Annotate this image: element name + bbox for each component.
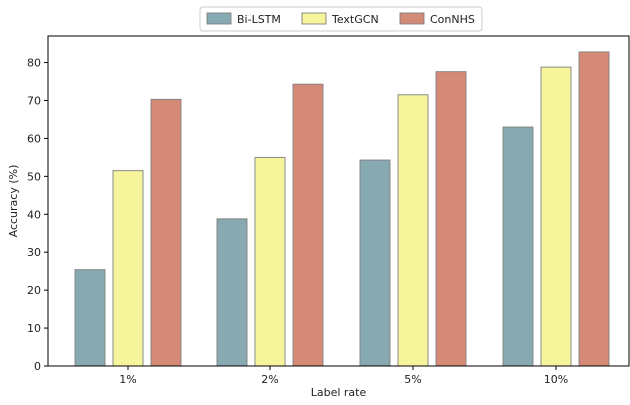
bars-layer xyxy=(74,51,610,367)
bar-connhs-10pct xyxy=(578,51,610,367)
bar-connhs-5pct xyxy=(435,71,467,367)
y-tick-label: 20 xyxy=(27,284,41,297)
bar-textgcn-10pct xyxy=(540,66,572,367)
plot-frame xyxy=(47,35,630,367)
y-axis-title: Accuracy (%) xyxy=(7,165,20,238)
bar-textgcn-5pct xyxy=(397,94,429,367)
legend-label-connhs: ConNHS xyxy=(430,13,475,26)
bar-bi-lstm-5pct xyxy=(359,159,391,367)
legend-swatch-connhs xyxy=(399,12,425,25)
y-tick-label: 40 xyxy=(27,208,41,221)
x-tick-label: 10% xyxy=(544,373,568,386)
bar-bi-lstm-1pct xyxy=(74,269,106,367)
x-tick-label: 2% xyxy=(261,373,278,386)
legend: Bi-LSTM TextGCN ConNHS xyxy=(199,6,483,32)
legend-swatch-textgcn xyxy=(301,12,327,25)
bar-bi-lstm-2pct xyxy=(216,218,248,367)
bar-textgcn-1pct xyxy=(112,170,144,367)
x-axis-title: Label rate xyxy=(311,386,367,399)
y-tick-label: 50 xyxy=(27,170,41,183)
y-tick-label: 30 xyxy=(27,246,41,259)
bar-bi-lstm-10pct xyxy=(502,126,534,367)
x-tick-label: 5% xyxy=(404,373,421,386)
x-tick-label: 1% xyxy=(119,373,136,386)
bar-connhs-1pct xyxy=(150,98,182,367)
bar-textgcn-2pct xyxy=(254,156,286,367)
bar-connhs-2pct xyxy=(292,83,324,367)
y-tick-label: 60 xyxy=(27,132,41,145)
legend-swatch-bi-lstm xyxy=(206,12,232,25)
y-tick-label: 0 xyxy=(34,360,41,373)
legend-label-textgcn: TextGCN xyxy=(331,13,379,26)
y-tick-label: 70 xyxy=(27,94,41,107)
y-tick-label: 10 xyxy=(27,322,41,335)
axes-layer xyxy=(47,35,630,367)
y-tick-label: 80 xyxy=(27,57,41,70)
legend-label-bi-lstm: Bi-LSTM xyxy=(237,13,281,26)
ticks-layer: 0 10 20 30 40 50 60 70 80 1% 2% 5% 10% xyxy=(27,57,568,386)
